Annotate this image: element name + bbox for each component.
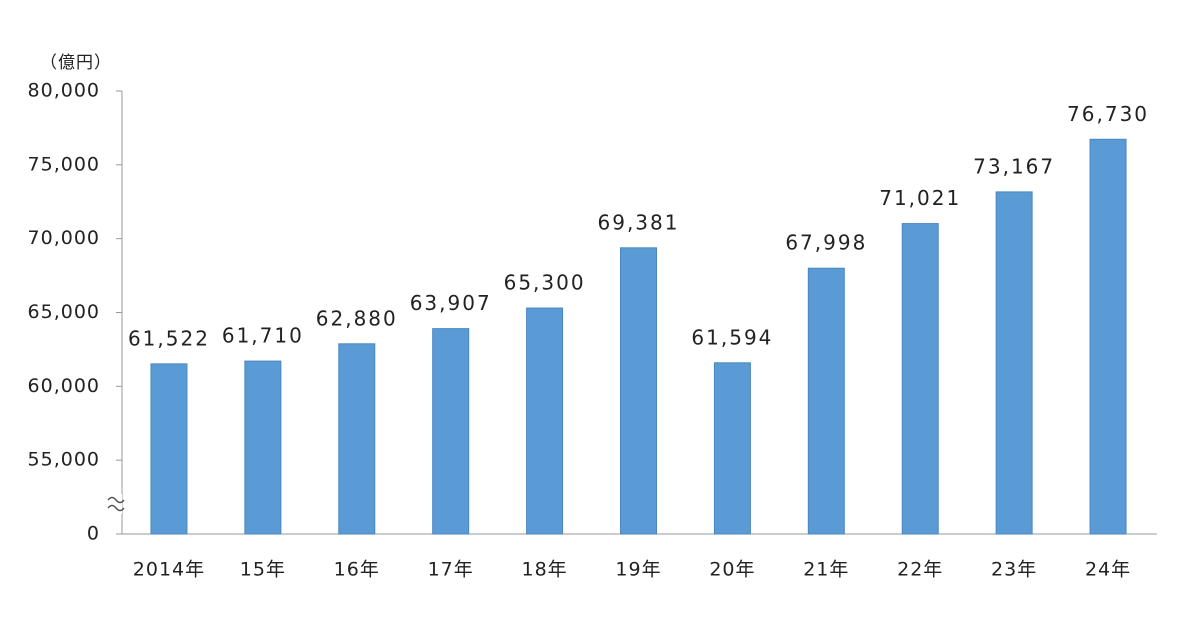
bar [338, 343, 376, 535]
bar [807, 267, 845, 535]
bar [432, 328, 470, 535]
axis-break [107, 494, 125, 514]
x-tick-label: 16年 [334, 559, 380, 581]
value-label: 71,021 [879, 186, 961, 210]
value-label: 76,730 [1067, 102, 1149, 126]
x-tick-label: 19年 [615, 559, 661, 581]
y-tick-label: 75,000 [28, 153, 100, 175]
bar [526, 307, 564, 535]
value-label: 61,710 [222, 324, 304, 348]
y-tick-label: 0 [87, 523, 100, 545]
value-label: 67,998 [785, 231, 867, 255]
bar [620, 247, 657, 535]
x-tick-label: 2014年 [133, 559, 205, 581]
y-tick-label: 70,000 [28, 227, 100, 249]
x-tick-label: 15年 [240, 559, 286, 581]
x-tick-label: 21年 [803, 559, 849, 581]
y-tick-label: 60,000 [28, 375, 100, 397]
value-label: 61,522 [128, 326, 210, 350]
value-label: 69,381 [598, 210, 680, 234]
y-tick-label: 80,000 [28, 80, 100, 102]
bar [713, 362, 751, 535]
value-label: 73,167 [973, 154, 1055, 178]
x-tick-label: 18年 [521, 559, 567, 581]
value-label: 62,880 [316, 306, 398, 330]
bar [901, 223, 939, 535]
y-tick-label: 65,000 [28, 301, 100, 323]
y-tick-label: 55,000 [28, 449, 100, 471]
x-tick-label: 24年 [1085, 559, 1131, 581]
value-label: 63,907 [410, 291, 492, 315]
unit-label: （億円） [40, 53, 112, 73]
bar [1089, 138, 1127, 535]
x-tick-label: 22年 [897, 559, 943, 581]
bar [244, 360, 282, 535]
x-tick-label: 17年 [428, 559, 474, 581]
value-label: 61,594 [691, 325, 773, 349]
value-label: 65,300 [504, 271, 586, 295]
x-tick-label: 20年 [709, 559, 755, 581]
bar [150, 363, 188, 535]
x-tick-label: 23年 [991, 559, 1037, 581]
bar [995, 191, 1033, 535]
